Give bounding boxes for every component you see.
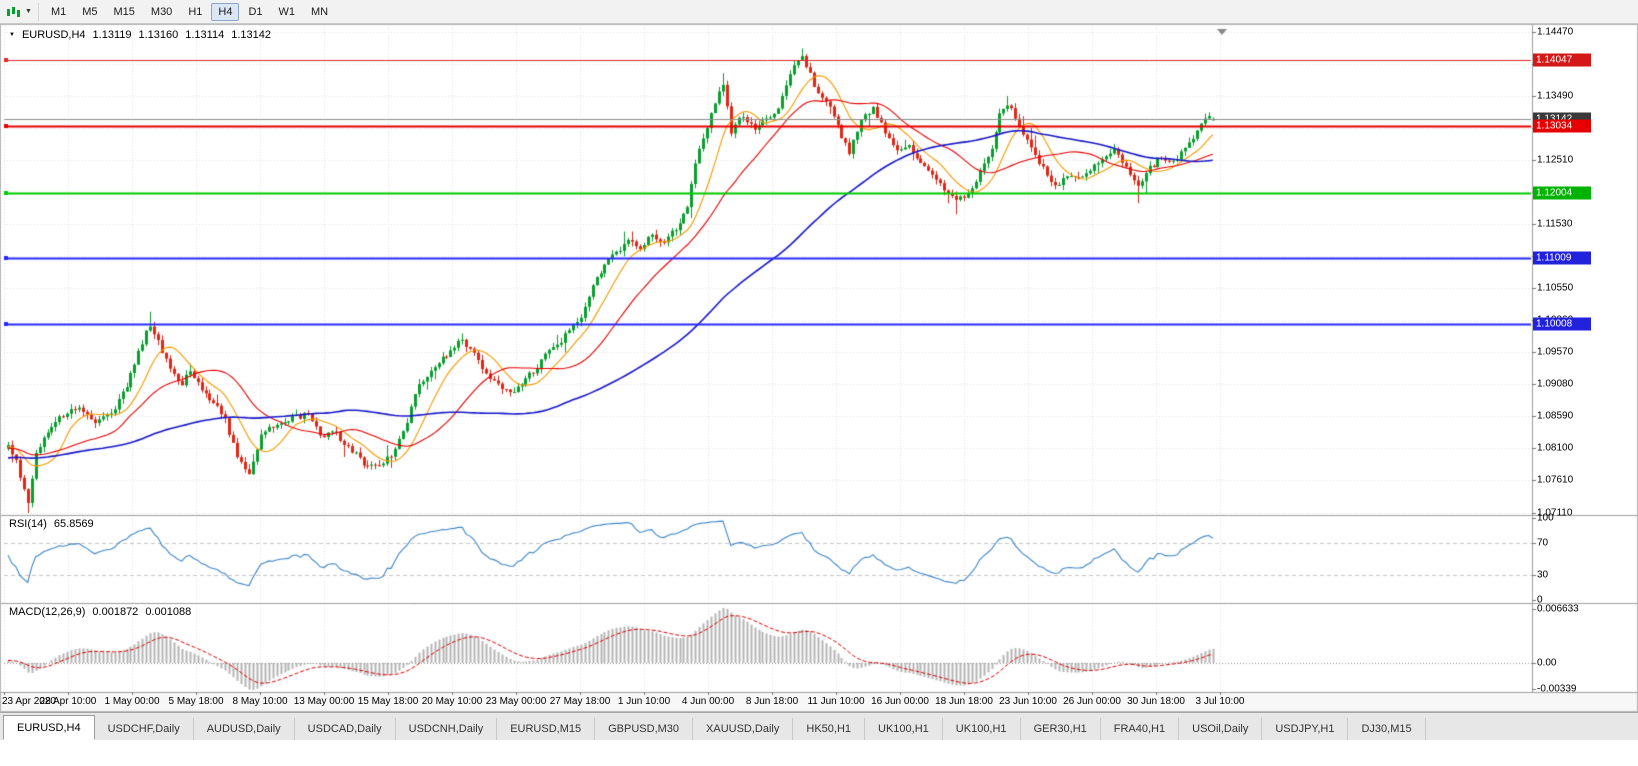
timeframe-button-h1[interactable]: H1: [188, 5, 203, 18]
chart-tab-ger30-h1[interactable]: GER30,H1: [1021, 718, 1101, 740]
timeframe-button-m30[interactable]: M30: [150, 5, 173, 18]
macd-header: MACD(12,26,9) 0.001872 0.001088: [9, 606, 191, 618]
dropdown-caret-icon: ▼: [25, 8, 32, 15]
timeframe-button-m15[interactable]: M15: [113, 5, 135, 18]
ohlc-open: 1.13119: [92, 29, 132, 41]
chart-tab-gbpusd-m30[interactable]: GBPUSD,M30: [595, 718, 694, 740]
timeframe-buttons: M1 M5 M15 M30 H1 H4 D1 W1 MN: [44, 2, 335, 21]
ohlc-close: 1.13142: [231, 29, 271, 41]
timeframe-button-d1[interactable]: D1: [248, 5, 263, 18]
macd-signal-value: 0.001088: [145, 606, 192, 618]
chart-tabs: EURUSD,H4 USDCHF,Daily AUDUSD,Daily USDCAD,…: [0, 712, 1638, 740]
chart-tab-usdchf-daily[interactable]: USDCHF,Daily: [95, 718, 194, 740]
chart-tab-usoil-daily[interactable]: USOil,Daily: [1179, 718, 1263, 740]
chart-tab-usdcnh-daily[interactable]: USDCNH,Daily: [396, 718, 498, 740]
timeframe-button-m5[interactable]: M5: [82, 5, 98, 18]
chart-tab-xauusd-daily[interactable]: XAUUSD,Daily: [693, 718, 794, 740]
symbol-marker-icon: ▼: [9, 32, 15, 38]
timeframe-button-h4[interactable]: H4: [211, 2, 240, 21]
chart-tab-uk100-h1[interactable]: UK100,H1: [943, 718, 1021, 740]
chart-tab-fra40-h1[interactable]: FRA40,H1: [1101, 718, 1180, 740]
chart-tab-usdcad-daily[interactable]: USDCAD,Daily: [295, 718, 396, 740]
timeframe-button-mn[interactable]: MN: [311, 5, 329, 18]
candlestick-chart-icon: [7, 6, 20, 17]
chart-canvas[interactable]: [0, 24, 1638, 712]
chart-tab-uk100-h1[interactable]: UK100,H1: [865, 718, 943, 740]
chart-tab-usdjpy-h1[interactable]: USDJPY,H1: [1262, 718, 1349, 740]
rsi-name: RSI(14): [9, 518, 47, 530]
timeframe-toolbar: ▼ M1 M5 M15 M30 H1 H4 D1 W1 MN: [0, 0, 1638, 24]
chart-tab-audusd-daily[interactable]: AUDUSD,Daily: [194, 718, 295, 740]
chart-type-dropdown[interactable]: ▼: [4, 2, 39, 21]
ohlc-low: 1.13114: [185, 29, 225, 41]
rsi-header: RSI(14) 65.8569: [9, 518, 94, 530]
macd-main-value: 0.001872: [92, 606, 139, 618]
macd-name: MACD(12,26,9): [9, 606, 86, 618]
rsi-value: 65.8569: [53, 518, 94, 530]
timeframe-button-m1[interactable]: M1: [50, 5, 67, 18]
chart-tab-hk50-h1[interactable]: HK50,H1: [793, 718, 866, 740]
ohlc-high: 1.13160: [138, 29, 179, 41]
chart-ohlc-header: ▼ EURUSD,H4 1.13119 1.13160 1.13114 1.13…: [9, 29, 271, 41]
chart-symbol: EURUSD,H4: [21, 29, 86, 41]
chart-tab-dj30-m15[interactable]: DJ30,M15: [1348, 718, 1426, 740]
chart-tab-eurusd-h4[interactable]: EURUSD,H4: [3, 715, 95, 740]
timeframe-button-w1[interactable]: W1: [278, 5, 296, 18]
chart-tab-eurusd-m15[interactable]: EURUSD,M15: [497, 718, 596, 740]
